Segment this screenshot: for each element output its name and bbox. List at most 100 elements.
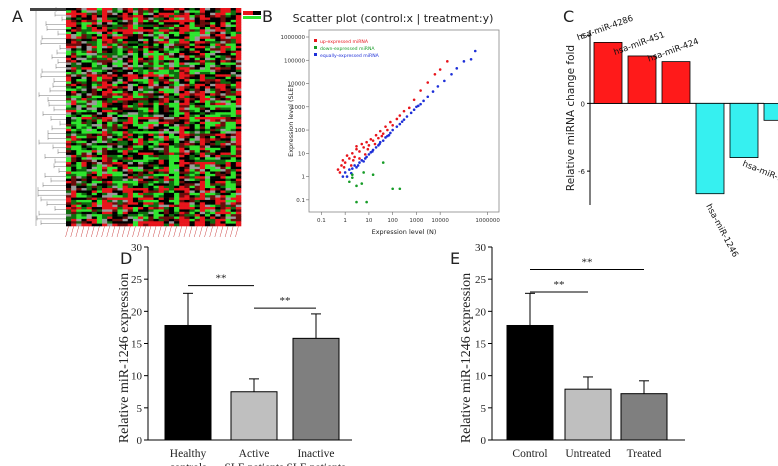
heatmap-cell: [143, 26, 149, 30]
heatmap-cell: [148, 176, 154, 179]
heatmap-cell: [174, 133, 180, 137]
heatmap-cell: [71, 98, 77, 101]
heatmap-cell: [204, 55, 211, 59]
heatmap-cell: [66, 171, 72, 175]
heatmap-cell: [148, 67, 154, 70]
heatmap-cell: [86, 34, 93, 37]
heatmap-cell: [107, 109, 113, 113]
heatmap-cell: [122, 17, 129, 21]
heatmap-cell: [66, 209, 72, 213]
heatmap-cell: [220, 19, 226, 23]
heatmap-cell: [66, 53, 72, 56]
heatmap-cell: [189, 171, 195, 175]
heatmap-cell: [71, 107, 77, 111]
heatmap-cell: [215, 93, 221, 96]
heatmap-cell: [91, 140, 98, 144]
heatmap-cell: [71, 140, 77, 144]
heatmap-cell: [220, 64, 226, 68]
heatmap-cell: [189, 60, 195, 63]
heatmap-cell: [91, 126, 98, 130]
heatmap-cell: [179, 48, 185, 51]
heatmap-cell: [117, 83, 123, 87]
heatmap-cell: [102, 88, 108, 92]
heatmap-cell: [76, 143, 82, 146]
heatmap-cell: [96, 183, 103, 187]
heatmap-cell: [194, 166, 201, 170]
heatmap-cell: [122, 218, 129, 222]
heatmap-cell: [86, 185, 93, 189]
heatmap-cell: [189, 29, 195, 32]
heatmap-cell: [96, 190, 103, 194]
heatmap-cell: [66, 67, 72, 70]
heatmap-cell: [102, 138, 108, 141]
heatmap-sample-tick: [194, 225, 198, 238]
heatmap-cell: [138, 128, 144, 132]
heatmap-cell: [107, 178, 113, 182]
heatmap-cell: [112, 128, 118, 132]
heatmap-cell: [143, 50, 149, 54]
heatmap-cell: [112, 53, 118, 56]
heatmap-cell: [230, 22, 237, 25]
heatmap-cell: [210, 157, 216, 160]
heatmap-cell: [143, 204, 149, 208]
heatmap-cell: [76, 164, 82, 168]
heatmap-cell: [112, 162, 118, 165]
heatmap-cell: [230, 145, 237, 149]
heatmap-cell: [96, 24, 103, 28]
heatmap-cell: [220, 83, 226, 87]
heatmap-cell: [127, 147, 134, 151]
heatmap-cell: [143, 166, 149, 170]
heatmap-cell: [230, 83, 237, 87]
heatmap-cell: [210, 76, 216, 80]
heatmap-cell: [91, 150, 98, 153]
heatmap-cell: [158, 107, 165, 111]
heatmap-cell: [127, 93, 134, 96]
heatmap-cell: [215, 157, 221, 160]
heatmap-cell: [81, 29, 87, 32]
heatmap-cell: [143, 112, 149, 115]
heatmap-cell: [143, 185, 149, 189]
heatmap-cell: [210, 143, 216, 146]
heatmap-cell: [81, 150, 87, 153]
heatmap-cell: [194, 45, 201, 49]
heatmap-cell: [127, 138, 134, 141]
heatmap-cell: [132, 50, 139, 54]
heatmap-cell: [199, 17, 206, 21]
heatmap-cell: [107, 166, 113, 170]
heatmap-cell: [138, 180, 144, 184]
heatmap-cell: [189, 133, 195, 137]
heatmap-cell: [107, 135, 113, 139]
dendrogram-header: [30, 8, 66, 11]
heatmap-cell: [168, 105, 175, 108]
heatmap-cell: [215, 140, 221, 144]
heatmap-cell: [210, 36, 216, 40]
heatmap-cell: [81, 100, 87, 104]
heatmap-cell: [96, 48, 103, 51]
heatmap-cell: [107, 26, 113, 30]
heatmap-cell: [102, 152, 108, 156]
heatmap-cell: [174, 173, 180, 177]
heatmap-cell: [163, 26, 170, 30]
heatmap-cell: [71, 86, 77, 89]
heatmap-cell: [91, 171, 98, 175]
heatmap-cell: [91, 117, 98, 120]
heatmap-cell: [179, 192, 185, 196]
heatmap-cell: [230, 48, 237, 51]
heatmap-cell: [112, 176, 118, 179]
heatmap-cell: [148, 143, 154, 146]
heatmap-cell: [184, 135, 190, 139]
heatmap-cell: [199, 138, 206, 141]
heatmap-cell: [132, 31, 139, 35]
heatmap-cell: [204, 36, 211, 40]
heatmap-cell: [168, 88, 175, 92]
heatmap-cell: [71, 93, 77, 96]
heatmap-cell: [204, 43, 211, 47]
heatmap-cell: [66, 218, 72, 222]
heatmap-cell: [158, 26, 165, 30]
heatmap-cell: [102, 133, 108, 137]
heatmap-cell: [220, 81, 226, 85]
heatmap-cell: [174, 41, 180, 44]
heatmap-cell: [204, 145, 211, 149]
heatmap-cell: [174, 157, 180, 160]
heatmap-cell: [138, 211, 144, 215]
